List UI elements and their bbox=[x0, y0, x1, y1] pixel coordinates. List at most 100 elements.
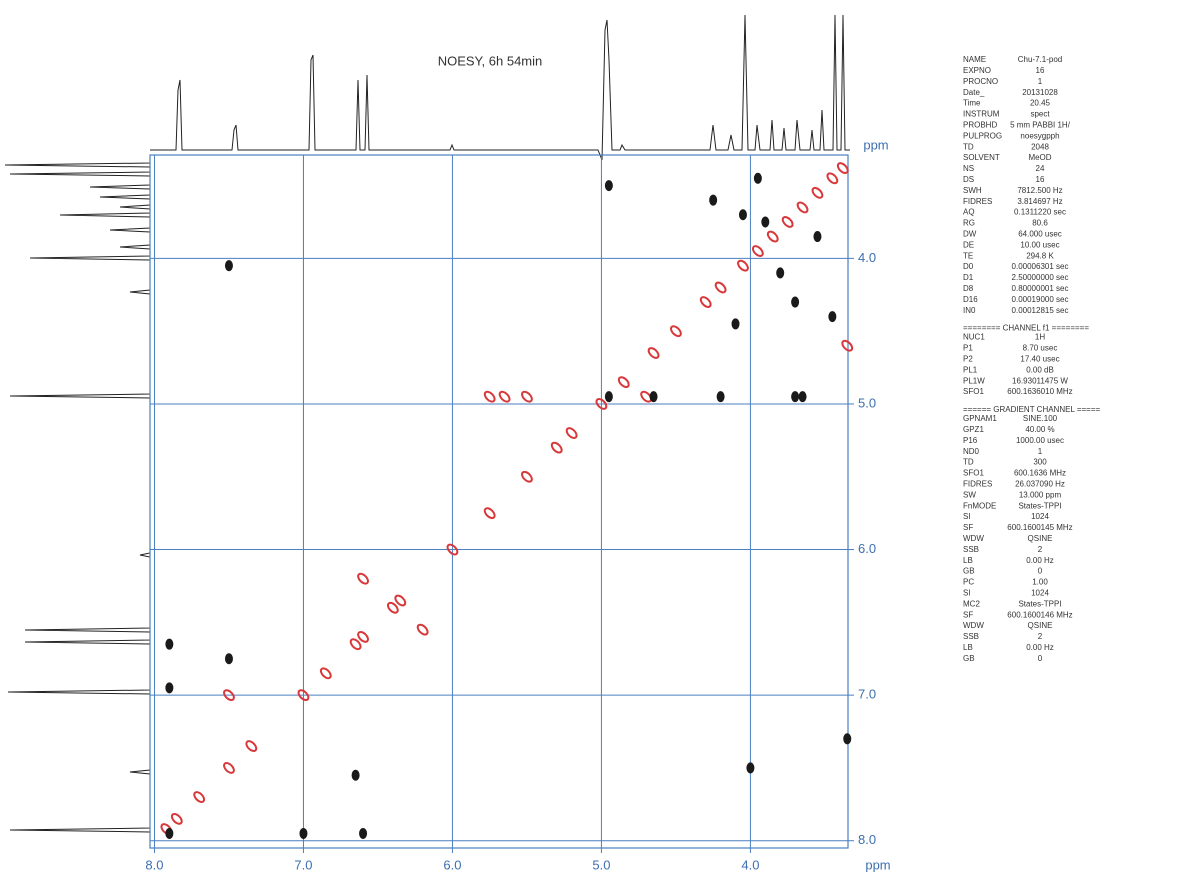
parameter-key: P1 bbox=[963, 344, 973, 353]
parameter-key: LB bbox=[963, 643, 973, 652]
cross-peak bbox=[604, 180, 613, 192]
parameter-key: D16 bbox=[963, 295, 978, 304]
parameter-key: NS bbox=[963, 164, 974, 173]
parameter-key: SSB bbox=[963, 545, 979, 554]
cross-peak bbox=[781, 216, 794, 228]
parameter-value: noesygpph bbox=[1020, 131, 1059, 140]
parameter-key: D1 bbox=[963, 273, 974, 282]
parameter-key: NAME bbox=[963, 55, 986, 64]
left-projection bbox=[4, 155, 151, 848]
parameter-key: D8 bbox=[963, 284, 974, 293]
parameter-key: PL1 bbox=[963, 365, 978, 374]
cross-peak bbox=[170, 812, 183, 825]
cross-peak bbox=[446, 543, 459, 556]
parameter-value: 1000.00 usec bbox=[1016, 436, 1064, 445]
parameter-key: TE bbox=[963, 251, 973, 260]
cross-peak bbox=[826, 172, 839, 185]
y-axis-label: ppm bbox=[863, 137, 888, 152]
parameter-value: 20131028 bbox=[1022, 88, 1058, 97]
x-tick-label: 5.0 bbox=[592, 857, 610, 872]
parameter-value: 2 bbox=[1038, 632, 1043, 641]
cross-peak bbox=[776, 267, 785, 279]
parameter-value: 0.00006301 sec bbox=[1012, 262, 1069, 271]
parameter-value: 0.80000001 sec bbox=[1012, 284, 1069, 293]
parameter-key: Time bbox=[963, 99, 981, 108]
cross-peak bbox=[716, 391, 725, 403]
parameter-value: 10.00 usec bbox=[1020, 240, 1059, 249]
cross-peak bbox=[737, 259, 749, 272]
cross-peak bbox=[224, 260, 233, 272]
parameter-value: 16 bbox=[1036, 66, 1045, 75]
parameter-value: 0 bbox=[1038, 567, 1043, 576]
cross-peak bbox=[761, 216, 770, 228]
top-projection bbox=[150, 14, 850, 161]
parameter-value: 0.00 Hz bbox=[1026, 556, 1054, 565]
parameter-key: GPNAM1 bbox=[963, 414, 997, 423]
parameter-value: QSINE bbox=[1028, 621, 1053, 630]
parameter-value: 2.50000000 sec bbox=[1012, 273, 1069, 282]
cross-peak bbox=[791, 391, 800, 403]
parameter-key: AQ bbox=[963, 208, 975, 217]
x-axis-label: ppm bbox=[865, 857, 890, 872]
parameter-key: FIDRES bbox=[963, 480, 992, 489]
parameter-value: States-TPPI bbox=[1018, 599, 1061, 608]
y-tick-label: 8.0 bbox=[858, 832, 876, 847]
parameter-key: LB bbox=[963, 556, 973, 565]
parameter-value: 2048 bbox=[1031, 142, 1049, 151]
cross-peak bbox=[357, 572, 369, 585]
cross-peak bbox=[751, 245, 764, 257]
parameter-key: PL1W bbox=[963, 376, 985, 385]
cross-peak bbox=[224, 653, 233, 665]
cross-peak bbox=[483, 507, 496, 520]
cross-peak bbox=[193, 791, 206, 803]
cross-peak bbox=[843, 733, 852, 745]
parameter-value: 26.037090 Hz bbox=[1015, 480, 1065, 489]
parameter-value: 80.6 bbox=[1032, 219, 1048, 228]
cross-peak bbox=[165, 827, 174, 839]
parameter-key: DW bbox=[963, 230, 977, 239]
parameter-value: 0.00019000 sec bbox=[1012, 295, 1069, 304]
parameter-value: 8.70 usec bbox=[1023, 344, 1058, 353]
parameter-value: 0.00 dB bbox=[1026, 365, 1054, 374]
parameter-value: 1 bbox=[1038, 447, 1043, 456]
cross-peak bbox=[649, 391, 658, 403]
parameter-key: ND0 bbox=[963, 447, 980, 456]
parameter-key: DS bbox=[963, 175, 974, 184]
cross-peak bbox=[565, 427, 578, 439]
x-tick-label: 7.0 bbox=[294, 857, 312, 872]
parameter-key: PC bbox=[963, 578, 974, 587]
parameter-key: FIDRES bbox=[963, 197, 992, 206]
parameter-key: PROCNO bbox=[963, 77, 998, 86]
parameter-key: TD bbox=[963, 458, 974, 467]
parameter-value: 7812.500 Hz bbox=[1017, 186, 1062, 195]
cross-peak bbox=[753, 172, 762, 184]
cross-peak bbox=[483, 390, 496, 403]
parameter-value: 17.40 usec bbox=[1020, 355, 1059, 364]
cross-peak bbox=[595, 398, 608, 410]
parameter-value: 16 bbox=[1036, 175, 1045, 184]
cross-peak bbox=[731, 318, 740, 330]
parameter-value: States-TPPI bbox=[1018, 501, 1061, 510]
parameter-key: TD bbox=[963, 142, 974, 151]
parameter-key: FnMODE bbox=[963, 501, 996, 510]
cross-peak bbox=[647, 347, 660, 359]
cross-peak bbox=[811, 186, 824, 199]
cross-peak bbox=[349, 638, 362, 651]
parameter-key: RG bbox=[963, 219, 975, 228]
y-tick-label: 7.0 bbox=[858, 687, 876, 702]
cross-peak bbox=[836, 162, 849, 175]
parameter-key: WDW bbox=[963, 534, 984, 543]
cross-peak bbox=[521, 390, 533, 403]
cross-peak bbox=[245, 740, 258, 752]
cross-peak bbox=[841, 339, 854, 352]
parameter-value: 24 bbox=[1036, 164, 1045, 173]
parameter-key: SI bbox=[963, 589, 971, 598]
peaks bbox=[160, 162, 854, 839]
parameter-key: PULPROG bbox=[963, 131, 1002, 140]
cross-peak bbox=[223, 689, 235, 702]
parameter-key: WDW bbox=[963, 621, 984, 630]
cross-peak bbox=[714, 281, 727, 294]
parameter-header: ======== CHANNEL f1 ======== bbox=[963, 324, 1089, 333]
parameter-key: P2 bbox=[963, 355, 973, 364]
parameter-value: 2 bbox=[1038, 545, 1043, 554]
